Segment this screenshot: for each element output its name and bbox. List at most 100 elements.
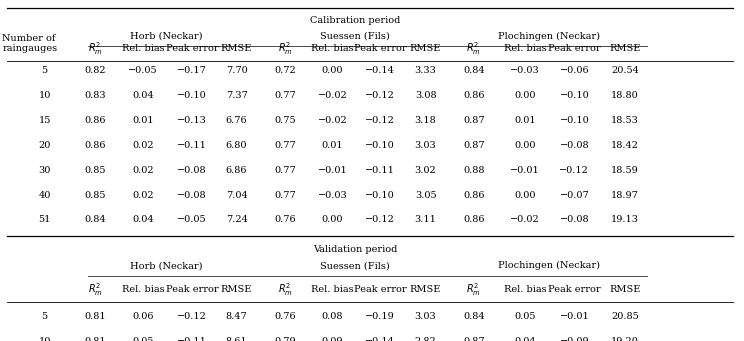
Text: −0.05: −0.05 [177, 216, 207, 224]
Text: 0.77: 0.77 [274, 91, 296, 100]
Text: 10: 10 [39, 91, 51, 100]
Text: 0.00: 0.00 [322, 66, 343, 75]
Text: Suessen (Fils): Suessen (Fils) [320, 261, 390, 270]
Text: 0.00: 0.00 [515, 91, 536, 100]
Text: 0.86: 0.86 [85, 141, 106, 150]
Text: 6.80: 6.80 [226, 141, 247, 150]
Text: −0.10: −0.10 [177, 91, 207, 100]
Text: −0.02: −0.02 [318, 91, 347, 100]
Text: 18.97: 18.97 [611, 191, 639, 199]
Text: Rel. bias: Rel. bias [311, 44, 354, 53]
Text: 18.59: 18.59 [611, 166, 639, 175]
Text: Validation period: Validation period [312, 245, 397, 254]
Text: 0.08: 0.08 [322, 312, 343, 321]
Text: 0.77: 0.77 [274, 141, 296, 150]
Text: 0.77: 0.77 [274, 191, 296, 199]
Text: RMSE: RMSE [609, 44, 641, 53]
Text: Peak error: Peak error [354, 285, 406, 294]
Text: 3.18: 3.18 [414, 116, 437, 125]
Text: 0.06: 0.06 [132, 312, 153, 321]
Text: −0.05: −0.05 [128, 66, 158, 75]
Text: 20: 20 [39, 141, 51, 150]
Text: 0.05: 0.05 [515, 312, 536, 321]
Text: 0.85: 0.85 [85, 191, 106, 199]
Text: RMSE: RMSE [221, 44, 252, 53]
Text: 19.13: 19.13 [611, 216, 639, 224]
Text: 0.82: 0.82 [84, 66, 106, 75]
Text: RMSE: RMSE [410, 44, 441, 53]
Text: 7.04: 7.04 [225, 191, 248, 199]
Text: Peak error: Peak error [166, 44, 218, 53]
Text: −0.10: −0.10 [365, 191, 395, 199]
Text: −0.11: −0.11 [177, 141, 207, 150]
Text: 0.81: 0.81 [84, 337, 106, 341]
Text: Peak error: Peak error [354, 44, 406, 53]
Text: 0.05: 0.05 [132, 337, 153, 341]
Text: $R^2_m$: $R^2_m$ [88, 281, 103, 298]
Text: Peak error: Peak error [548, 285, 600, 294]
Text: 0.01: 0.01 [514, 116, 536, 125]
Text: −0.11: −0.11 [365, 166, 395, 175]
Text: Rel. bias: Rel. bias [121, 44, 164, 53]
Text: 3.03: 3.03 [414, 312, 437, 321]
Text: $R^2_m$: $R^2_m$ [88, 40, 103, 57]
Text: −0.14: −0.14 [365, 66, 395, 75]
Text: Number of
raingauges: Number of raingauges [2, 34, 57, 54]
Text: 0.87: 0.87 [463, 141, 485, 150]
Text: Rel. bias: Rel. bias [311, 285, 354, 294]
Text: −0.12: −0.12 [177, 312, 207, 321]
Text: −0.10: −0.10 [365, 141, 395, 150]
Text: 0.76: 0.76 [274, 216, 296, 224]
Text: 3.33: 3.33 [414, 66, 437, 75]
Text: 0.84: 0.84 [463, 66, 485, 75]
Text: 0.02: 0.02 [132, 166, 154, 175]
Text: −0.01: −0.01 [318, 166, 347, 175]
Text: 0.72: 0.72 [274, 66, 296, 75]
Text: −0.07: −0.07 [559, 191, 589, 199]
Text: Peak error: Peak error [548, 44, 600, 53]
Text: 0.87: 0.87 [463, 337, 485, 341]
Text: $R^2_m$: $R^2_m$ [466, 281, 481, 298]
Text: 0.75: 0.75 [274, 116, 296, 125]
Text: 3.03: 3.03 [414, 141, 437, 150]
Text: 18.53: 18.53 [611, 116, 639, 125]
Text: −0.10: −0.10 [559, 91, 589, 100]
Text: 8.47: 8.47 [225, 312, 248, 321]
Text: −0.01: −0.01 [559, 312, 589, 321]
Text: Horb (Neckar): Horb (Neckar) [129, 261, 202, 270]
Text: −0.01: −0.01 [510, 166, 540, 175]
Text: −0.03: −0.03 [318, 191, 347, 199]
Text: 0.09: 0.09 [322, 337, 343, 341]
Text: 2.82: 2.82 [414, 337, 437, 341]
Text: Horb (Neckar): Horb (Neckar) [129, 32, 202, 41]
Text: 30: 30 [39, 166, 51, 175]
Text: 0.77: 0.77 [274, 166, 296, 175]
Text: 0.84: 0.84 [463, 312, 485, 321]
Text: 0.04: 0.04 [132, 216, 154, 224]
Text: 0.02: 0.02 [132, 191, 154, 199]
Text: −0.12: −0.12 [559, 166, 589, 175]
Text: 0.02: 0.02 [132, 141, 154, 150]
Text: 0.01: 0.01 [321, 141, 344, 150]
Text: −0.11: −0.11 [177, 337, 207, 341]
Text: 5: 5 [42, 66, 48, 75]
Text: −0.03: −0.03 [510, 66, 540, 75]
Text: −0.08: −0.08 [559, 141, 589, 150]
Text: RMSE: RMSE [609, 285, 641, 294]
Text: 0.86: 0.86 [464, 91, 484, 100]
Text: 0.85: 0.85 [85, 166, 106, 175]
Text: Suessen (Fils): Suessen (Fils) [320, 32, 390, 41]
Text: 18.80: 18.80 [611, 91, 639, 100]
Text: 5: 5 [42, 312, 48, 321]
Text: 6.86: 6.86 [226, 166, 247, 175]
Text: 0.00: 0.00 [515, 191, 536, 199]
Text: 15: 15 [39, 116, 51, 125]
Text: Peak error: Peak error [166, 285, 218, 294]
Text: −0.19: −0.19 [365, 312, 395, 321]
Text: 0.83: 0.83 [84, 91, 106, 100]
Text: −0.12: −0.12 [365, 116, 395, 125]
Text: 6.76: 6.76 [225, 116, 248, 125]
Text: Rel. bias: Rel. bias [504, 285, 547, 294]
Text: 0.76: 0.76 [274, 312, 296, 321]
Text: 3.11: 3.11 [414, 216, 437, 224]
